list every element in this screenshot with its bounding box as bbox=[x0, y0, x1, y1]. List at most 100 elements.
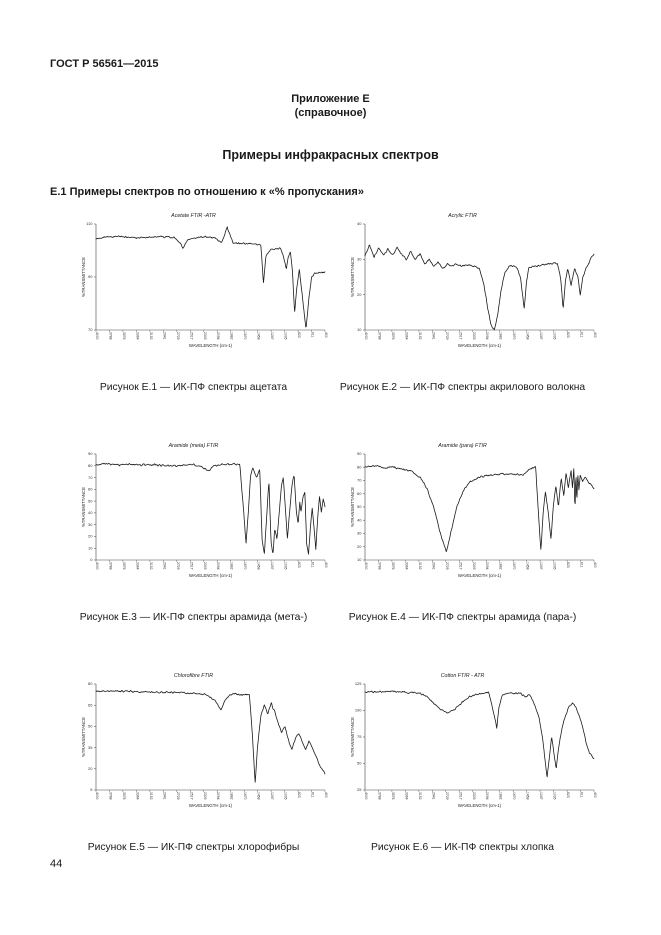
svg-text:30: 30 bbox=[88, 522, 93, 527]
svg-text:400: 400 bbox=[593, 792, 597, 798]
svg-text:%TRANSMITTANCE: %TRANSMITTANCE bbox=[81, 717, 86, 757]
svg-text:10: 10 bbox=[357, 327, 362, 332]
svg-text:4000: 4000 bbox=[364, 332, 368, 340]
svg-text:3364: 3364 bbox=[404, 332, 408, 340]
svg-text:4000: 4000 bbox=[95, 562, 99, 570]
svg-text:50: 50 bbox=[88, 498, 93, 503]
svg-text:400: 400 bbox=[593, 332, 597, 338]
svg-text:125: 125 bbox=[355, 681, 362, 686]
svg-text:1035: 1035 bbox=[553, 332, 557, 340]
svg-text:2517: 2517 bbox=[189, 562, 193, 570]
svg-text:2517: 2517 bbox=[458, 332, 462, 340]
svg-text:1458: 1458 bbox=[526, 332, 530, 340]
svg-text:10: 10 bbox=[357, 557, 362, 562]
svg-text:30: 30 bbox=[357, 531, 362, 536]
svg-text:2517: 2517 bbox=[189, 332, 193, 340]
svg-text:30: 30 bbox=[357, 257, 362, 262]
svg-text:1882: 1882 bbox=[230, 332, 234, 340]
svg-text:2941: 2941 bbox=[162, 562, 166, 570]
svg-text:3788: 3788 bbox=[378, 562, 382, 570]
svg-text:1247: 1247 bbox=[270, 332, 274, 340]
svg-text:1670: 1670 bbox=[512, 562, 516, 570]
svg-text:2941: 2941 bbox=[162, 332, 166, 340]
svg-text:90: 90 bbox=[88, 451, 93, 456]
svg-text:1670: 1670 bbox=[243, 332, 247, 340]
svg-text:3788: 3788 bbox=[378, 792, 382, 800]
svg-text:611: 611 bbox=[580, 562, 584, 568]
svg-text:3152: 3152 bbox=[149, 792, 153, 800]
svg-text:823: 823 bbox=[297, 562, 301, 568]
svg-text:%TRANSMITTANCE: %TRANSMITTANCE bbox=[350, 487, 355, 527]
svg-text:2094: 2094 bbox=[485, 332, 489, 340]
svg-text:20: 20 bbox=[88, 534, 93, 539]
svg-text:3364: 3364 bbox=[404, 792, 408, 800]
svg-text:1882: 1882 bbox=[499, 562, 503, 570]
svg-text:60: 60 bbox=[88, 487, 93, 492]
svg-text:1035: 1035 bbox=[284, 332, 288, 340]
svg-text:110: 110 bbox=[86, 221, 93, 226]
svg-text:2941: 2941 bbox=[162, 792, 166, 800]
svg-text:611: 611 bbox=[311, 792, 315, 798]
svg-text:2517: 2517 bbox=[458, 562, 462, 570]
svg-text:3576: 3576 bbox=[391, 562, 395, 570]
svg-text:611: 611 bbox=[311, 332, 315, 338]
svg-text:3788: 3788 bbox=[378, 332, 382, 340]
svg-text:823: 823 bbox=[297, 792, 301, 798]
svg-text:3788: 3788 bbox=[109, 792, 113, 800]
svg-text:WAVELENGTH (cm-1): WAVELENGTH (cm-1) bbox=[189, 573, 233, 578]
svg-text:1247: 1247 bbox=[270, 562, 274, 570]
svg-text:0: 0 bbox=[90, 557, 93, 562]
svg-text:1670: 1670 bbox=[243, 562, 247, 570]
svg-text:90: 90 bbox=[88, 274, 93, 279]
svg-text:1035: 1035 bbox=[553, 792, 557, 800]
svg-text:1247: 1247 bbox=[539, 332, 543, 340]
svg-text:Aramide (para) FTIR: Aramide (para) FTIR bbox=[437, 443, 487, 449]
svg-text:40: 40 bbox=[88, 510, 93, 515]
svg-text:80: 80 bbox=[88, 463, 93, 468]
svg-text:Acrylic FTIR: Acrylic FTIR bbox=[447, 213, 477, 219]
svg-text:1035: 1035 bbox=[284, 792, 288, 800]
svg-text:2305: 2305 bbox=[472, 332, 476, 340]
svg-text:2305: 2305 bbox=[203, 332, 207, 340]
svg-text:1247: 1247 bbox=[270, 792, 274, 800]
svg-text:35: 35 bbox=[88, 745, 93, 750]
svg-text:40: 40 bbox=[357, 221, 362, 226]
svg-text:2729: 2729 bbox=[176, 332, 180, 340]
svg-text:611: 611 bbox=[580, 332, 584, 338]
svg-text:50: 50 bbox=[357, 761, 362, 766]
svg-text:3364: 3364 bbox=[135, 792, 139, 800]
svg-text:Aramide (meta) FTIR: Aramide (meta) FTIR bbox=[168, 443, 219, 449]
svg-text:1670: 1670 bbox=[512, 332, 516, 340]
svg-text:%TRANSMITTANCE: %TRANSMITTANCE bbox=[81, 487, 86, 527]
svg-text:Acetate FTIR -ATR: Acetate FTIR -ATR bbox=[170, 213, 216, 219]
svg-text:80: 80 bbox=[88, 681, 93, 686]
svg-text:2729: 2729 bbox=[445, 332, 449, 340]
svg-text:3364: 3364 bbox=[404, 562, 408, 570]
svg-text:1882: 1882 bbox=[499, 792, 503, 800]
svg-text:3152: 3152 bbox=[149, 332, 153, 340]
svg-text:5: 5 bbox=[90, 787, 93, 792]
svg-text:2094: 2094 bbox=[485, 562, 489, 570]
svg-text:3788: 3788 bbox=[109, 562, 113, 570]
svg-text:3576: 3576 bbox=[122, 792, 126, 800]
svg-text:3576: 3576 bbox=[122, 562, 126, 570]
svg-text:1670: 1670 bbox=[512, 792, 516, 800]
svg-text:3152: 3152 bbox=[149, 562, 153, 570]
svg-text:3576: 3576 bbox=[122, 332, 126, 340]
svg-text:2094: 2094 bbox=[216, 332, 220, 340]
svg-text:1458: 1458 bbox=[257, 562, 261, 570]
svg-text:%TRANSMITTANCE: %TRANSMITTANCE bbox=[350, 257, 355, 297]
svg-text:1882: 1882 bbox=[499, 332, 503, 340]
svg-text:400: 400 bbox=[593, 562, 597, 568]
svg-text:1458: 1458 bbox=[257, 332, 261, 340]
svg-text:WAVELENGTH (cm-1): WAVELENGTH (cm-1) bbox=[189, 343, 233, 348]
svg-text:2941: 2941 bbox=[431, 332, 435, 340]
svg-text:3152: 3152 bbox=[418, 562, 422, 570]
svg-text:2941: 2941 bbox=[431, 792, 435, 800]
svg-text:2094: 2094 bbox=[216, 562, 220, 570]
svg-text:WAVELENGTH (cm-1): WAVELENGTH (cm-1) bbox=[458, 343, 502, 348]
svg-text:50: 50 bbox=[357, 504, 362, 509]
svg-text:2094: 2094 bbox=[216, 792, 220, 800]
svg-text:%TRANSMITTANCE: %TRANSMITTANCE bbox=[350, 717, 355, 757]
svg-text:20: 20 bbox=[357, 544, 362, 549]
